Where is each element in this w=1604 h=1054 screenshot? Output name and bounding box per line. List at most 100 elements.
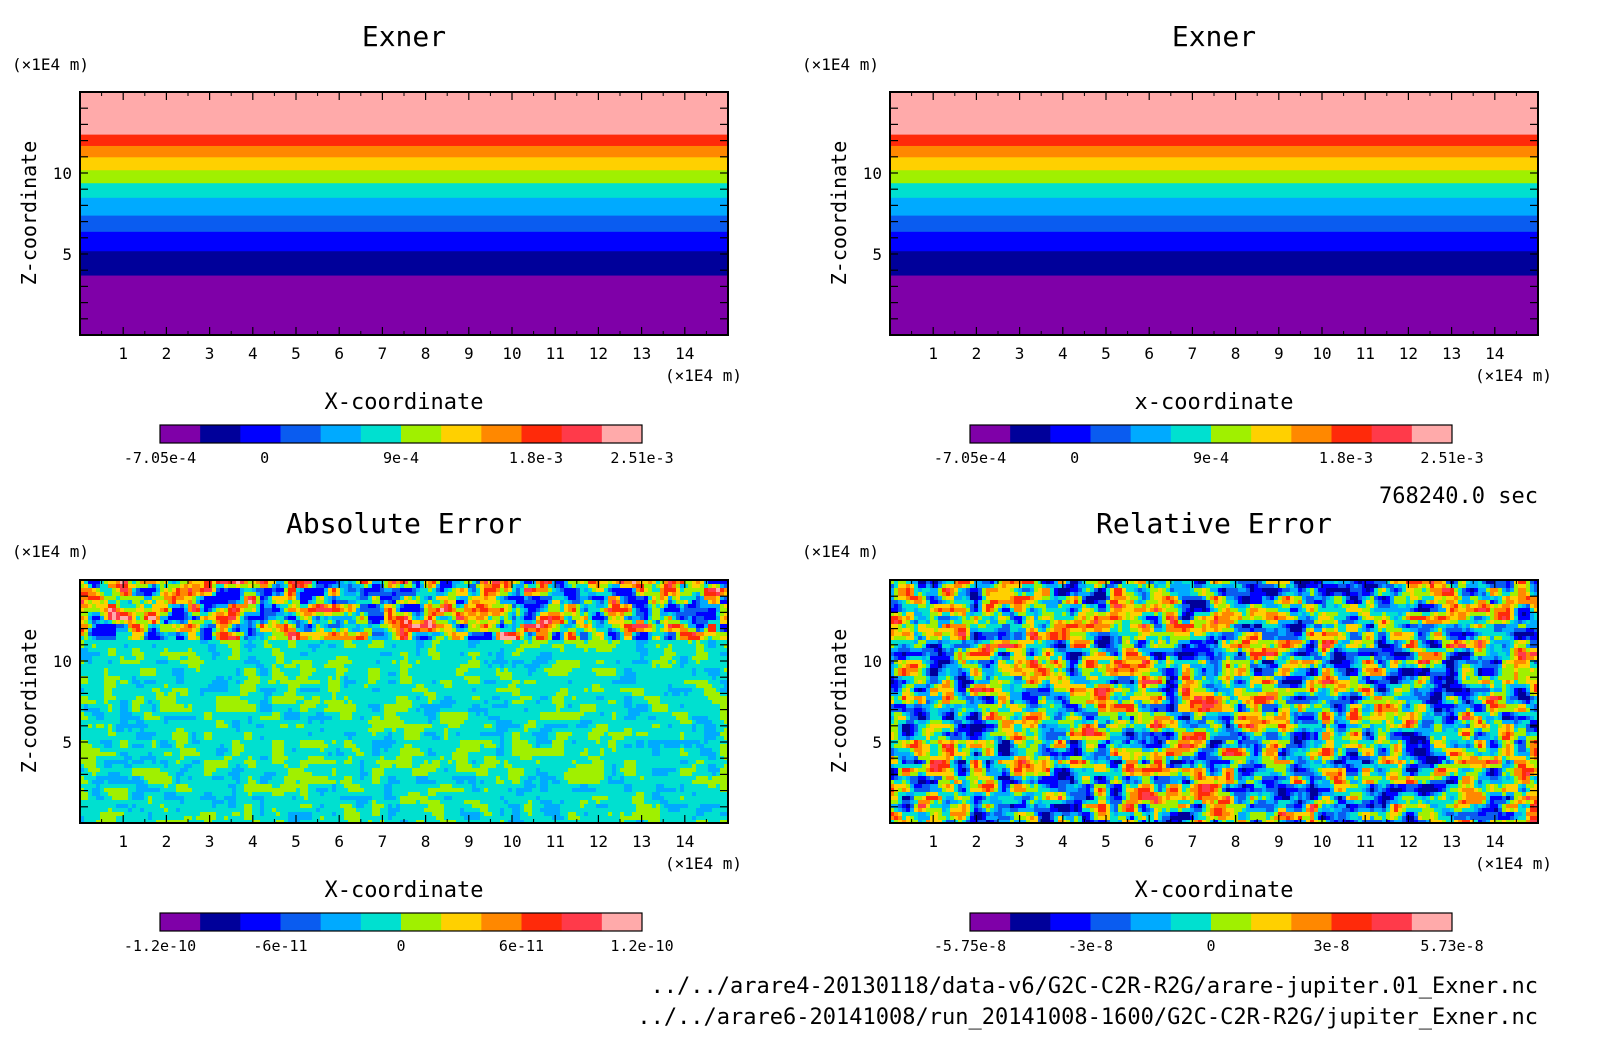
contour-cell: [376, 620, 381, 625]
contour-cell: [556, 652, 561, 657]
contour-cell: [360, 648, 365, 653]
contour-cell: [520, 656, 525, 661]
contour-cell: [628, 612, 633, 617]
contour-cell: [328, 616, 333, 621]
contour-cell: [92, 644, 97, 649]
contour-cell: [248, 656, 253, 661]
contour-cell: [516, 600, 521, 605]
contour-cell: [376, 652, 381, 657]
panel-absolute-error: Absolute Error (×1E4 m) 1 2 3 4 5 6 7 8 9 10 11 12 1…: [12, 507, 742, 955]
contour-cell: [580, 648, 585, 653]
contour-cell: [236, 692, 241, 697]
contour-cell: [92, 656, 97, 661]
contour-cell: [432, 676, 437, 681]
contour-cell: [344, 632, 349, 637]
contour-cell: [292, 584, 297, 589]
contour-cell: [508, 580, 513, 585]
contour-cell: [224, 644, 229, 649]
contour-cell: [368, 640, 373, 645]
contour-cell: [412, 660, 417, 665]
contour-cell: [204, 668, 209, 673]
contour-cell: [160, 668, 165, 673]
contour-cell: [80, 680, 85, 685]
contour-cell: [332, 624, 337, 629]
contour-cell: [600, 648, 605, 653]
contour-cell: [244, 660, 249, 665]
contour-cell: [228, 680, 233, 685]
contour-cell: [640, 644, 645, 649]
contour-cell: [696, 588, 701, 593]
contour-cell: [312, 624, 317, 629]
contour-cell: [352, 628, 357, 633]
contour-cell: [308, 672, 313, 677]
contour-cell: [340, 596, 345, 601]
contour-cell: [360, 680, 365, 685]
contour-cell: [540, 628, 545, 633]
contour-cell: [504, 660, 509, 665]
x-tick-label: 6: [1144, 344, 1154, 363]
contour-cell: [344, 604, 349, 609]
contour-cell: [336, 680, 341, 685]
contour-cell: [192, 680, 197, 685]
contour-cell: [240, 676, 245, 681]
contour-cell: [436, 644, 441, 649]
contour-cell: [456, 644, 461, 649]
contour-cell: [104, 596, 109, 601]
contour-cell: [560, 580, 565, 585]
contour-cell: [576, 600, 581, 605]
contour-cell: [120, 648, 125, 653]
contour-cell: [260, 632, 265, 637]
contour-cell: [672, 692, 677, 697]
contour-cell: [284, 628, 289, 633]
contour-cell: [400, 620, 405, 625]
contour-cell: [500, 584, 505, 589]
contour-cell: [144, 644, 149, 649]
contour-cell: [652, 664, 657, 669]
contour-cell: [712, 652, 717, 657]
contour-cell: [184, 652, 189, 657]
contour-cell: [456, 660, 461, 665]
contour-cell: [192, 692, 197, 697]
contour-cell: [260, 600, 265, 605]
contour-cell: [616, 624, 621, 629]
contour-cell: [316, 664, 321, 669]
contour-cell: [392, 664, 397, 669]
contour-cell: [596, 636, 601, 641]
contour-cell: [388, 656, 393, 661]
contour-cell: [636, 668, 641, 673]
colorbar-tick-label: 9e-4: [383, 449, 419, 467]
contour-cell: [392, 640, 397, 645]
contour-cell: [388, 644, 393, 649]
contour-cell: [476, 604, 481, 609]
contour-cell: [696, 660, 701, 665]
contour-cell: [488, 680, 493, 685]
contour-cell: [712, 592, 717, 597]
contour-cell: [420, 592, 425, 597]
contour-cell: [688, 632, 693, 637]
contour-cell: [280, 648, 285, 653]
contour-cell: [344, 608, 349, 613]
contour-cell: [616, 596, 621, 601]
contour-cell: [700, 632, 705, 637]
contour-cell: [716, 596, 721, 601]
contour-cell: [480, 692, 485, 697]
contour-cell: [136, 656, 141, 661]
contour-cell: [212, 676, 217, 681]
contour-cell: [192, 624, 197, 629]
contour-cell: [120, 604, 125, 609]
contour-cell: [672, 652, 677, 657]
contour-cell: [652, 648, 657, 653]
contour-cell: [576, 580, 581, 585]
contour-cell: [408, 608, 413, 613]
contour-cell: [168, 644, 173, 649]
contour-cell: [564, 668, 569, 673]
contour-cell: [360, 684, 365, 689]
contour-cell: [172, 588, 177, 593]
contour-cell: [692, 600, 697, 605]
contour-cell: [164, 592, 169, 597]
contour-cell: [116, 652, 121, 657]
contour-cell: [616, 672, 621, 677]
contour-cell: [228, 620, 233, 625]
contour-cell: [404, 660, 409, 665]
contour-cell: [484, 620, 489, 625]
